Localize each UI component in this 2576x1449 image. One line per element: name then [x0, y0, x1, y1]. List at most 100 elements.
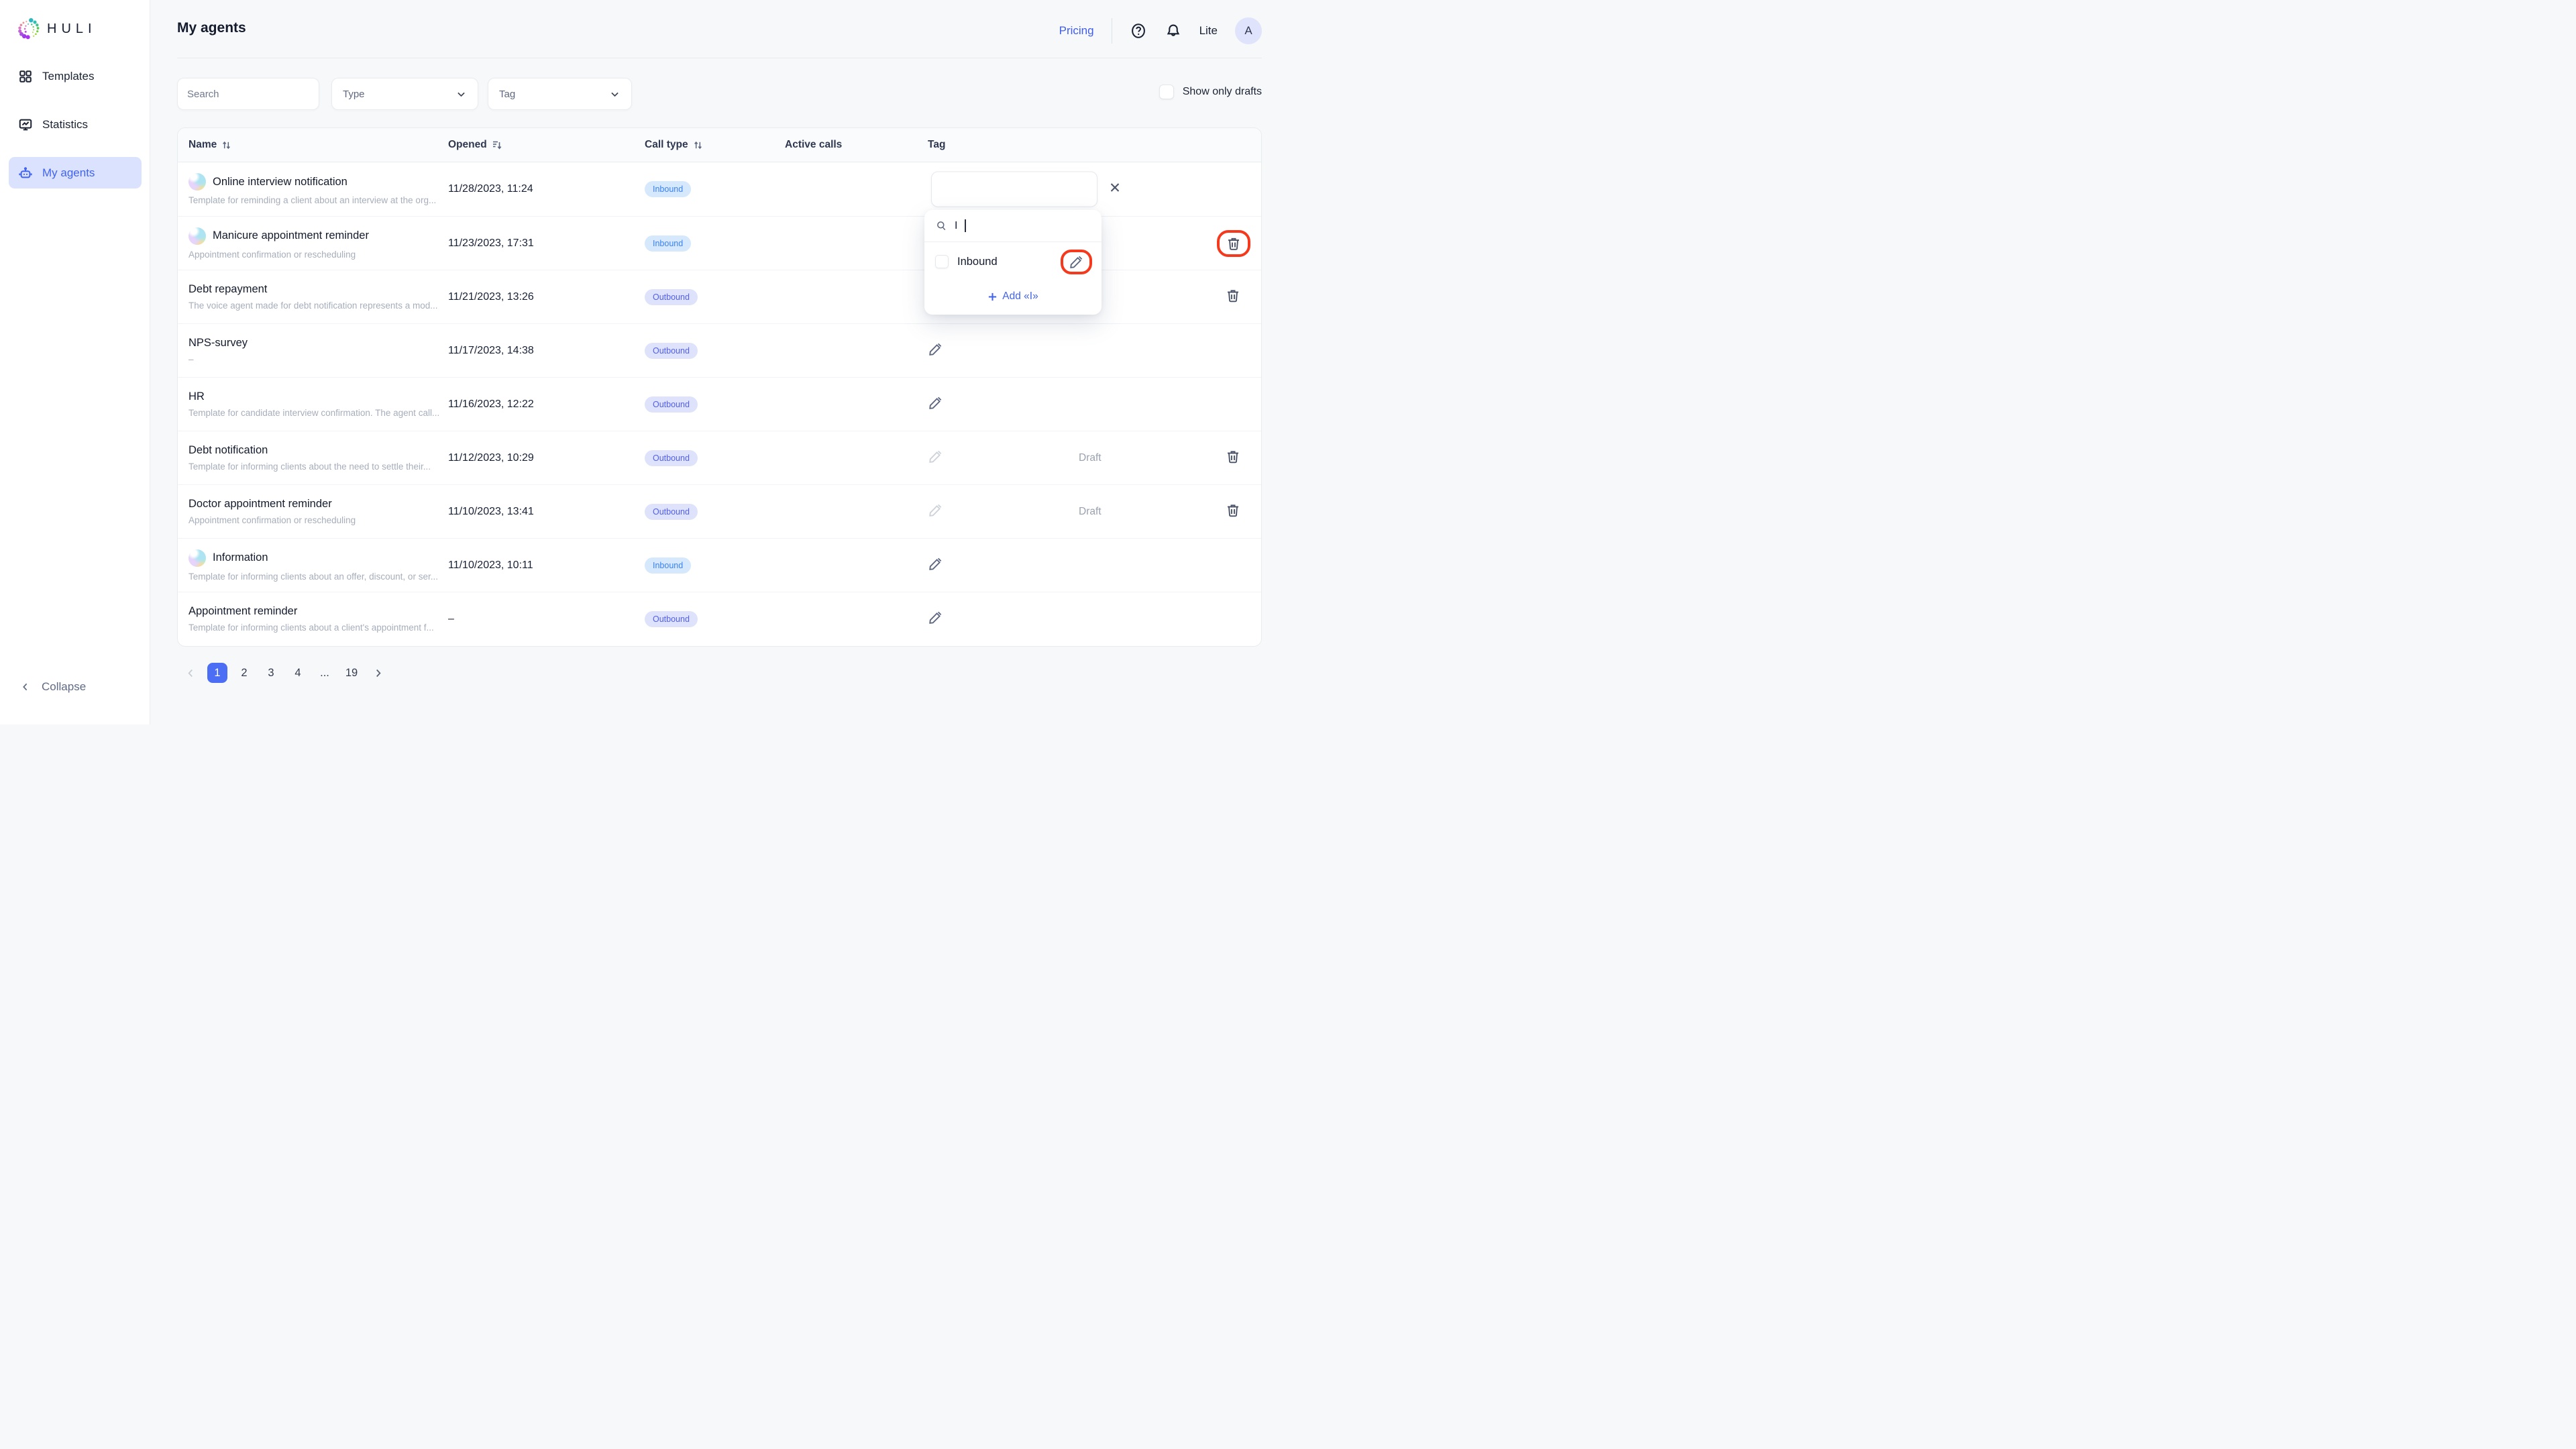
tag-option-inbound[interactable]: Inbound — [924, 242, 1102, 281]
delete-agent-button[interactable] — [1217, 229, 1250, 257]
sidebar-item-my-agents[interactable]: My agents — [9, 157, 142, 189]
pencil-icon — [929, 343, 942, 356]
trash-icon — [1228, 450, 1238, 463]
notifications-button[interactable] — [1165, 22, 1182, 40]
agent-description: Appointment confirmation or rescheduling — [189, 249, 356, 260]
table-row[interactable]: Manicure appointment reminder Appointmen… — [178, 216, 1261, 270]
sidebar-item-label: Statistics — [42, 117, 89, 131]
page-button-2[interactable]: 2 — [241, 666, 248, 679]
column-header-tag: Tag — [928, 139, 1250, 151]
header-actions: Pricing Lite A — [1059, 17, 1262, 44]
trash-icon — [1228, 504, 1238, 517]
table-row[interactable]: Online interview notification Template f… — [178, 162, 1261, 216]
grid-icon — [19, 70, 32, 83]
agent-orb-icon — [189, 173, 206, 191]
tag-cell — [928, 217, 1250, 270]
edit-tag-button[interactable] — [928, 610, 943, 629]
page-button-19[interactable]: 19 — [345, 666, 358, 679]
delete-agent-button[interactable] — [1225, 448, 1241, 468]
tag-option-checkbox[interactable] — [935, 255, 949, 268]
call-type-badge: Outbound — [645, 288, 698, 305]
plan-badge[interactable]: Lite — [1199, 24, 1218, 37]
table-row[interactable]: HR Template for candidate interview conf… — [178, 377, 1261, 431]
avatar[interactable]: A — [1235, 17, 1262, 44]
page-button-4[interactable]: 4 — [294, 666, 301, 679]
agent-description: Appointment confirmation or rescheduling — [189, 515, 356, 525]
pencil-icon — [1070, 256, 1083, 268]
close-tag-editor-button[interactable] — [1108, 181, 1122, 198]
pencil-icon — [929, 450, 942, 463]
search-icon — [937, 221, 946, 231]
call-type-cell: Outbound — [645, 610, 785, 627]
help-button[interactable] — [1130, 22, 1147, 40]
add-tag-button[interactable]: Add «I» — [924, 281, 1102, 312]
column-header-name[interactable]: Name — [189, 139, 448, 151]
agent-description: Template for informing clients about the… — [189, 462, 431, 472]
table-row[interactable]: Doctor appointment reminder Appointment … — [178, 484, 1261, 538]
call-type-badge: Outbound — [645, 610, 698, 627]
brand-name: HULI — [47, 21, 97, 36]
sort-descending-icon — [492, 141, 502, 150]
call-type-badge: Outbound — [645, 449, 698, 466]
column-header-call-type[interactable]: Call type — [645, 139, 785, 151]
page-button-1[interactable]: 1 — [207, 663, 227, 683]
table-row[interactable]: Information Template for informing clien… — [178, 538, 1261, 592]
pricing-link[interactable]: Pricing — [1059, 24, 1094, 37]
tag-input[interactable] — [931, 171, 1097, 207]
search-box[interactable] — [177, 78, 321, 110]
table-row[interactable]: Appointment reminder Template for inform… — [178, 592, 1261, 645]
page-title: My agents — [177, 20, 246, 36]
edit-tag-button[interactable] — [928, 395, 943, 414]
previous-page-button[interactable] — [181, 667, 201, 679]
edit-tag-annotated-button[interactable] — [1061, 249, 1092, 274]
opened-date: 11/28/2023, 11:24 — [448, 183, 533, 195]
opened-date: – — [448, 612, 454, 625]
edit-tag-button[interactable] — [928, 556, 943, 575]
edit-tag-button[interactable] — [928, 449, 943, 468]
opened-date: 11/10/2023, 10:11 — [448, 559, 533, 571]
drafts-checkbox[interactable] — [1159, 85, 1174, 99]
search-input[interactable] — [187, 88, 321, 100]
call-type-badge: Inbound — [645, 557, 692, 574]
edit-tag-button[interactable] — [928, 502, 943, 521]
tag-cell — [928, 539, 1250, 592]
pencil-icon — [929, 504, 942, 517]
tag-search-value[interactable]: I — [955, 219, 958, 231]
tag-filter-dropdown[interactable]: Tag — [488, 78, 632, 110]
edit-tag-button[interactable] — [928, 341, 943, 360]
call-type-cell: Inbound — [645, 235, 785, 252]
tag-cell — [928, 162, 1250, 216]
tag-search-row[interactable]: I — [924, 210, 1102, 242]
delete-agent-button[interactable] — [1225, 287, 1241, 307]
agent-description: – — [189, 354, 194, 364]
active-calls-cell — [785, 506, 928, 518]
agent-description: Template for reminding a client about an… — [189, 195, 437, 205]
text-cursor — [965, 219, 967, 232]
collapse-button[interactable]: Collapse — [20, 680, 86, 694]
agents-table: Name Opened Call type — [177, 127, 1262, 647]
agent-name: Online interview notification — [213, 175, 347, 188]
agent-description: The voice agent made for debt notificati… — [189, 301, 438, 311]
show-only-drafts: Show only drafts — [1159, 85, 1262, 99]
delete-agent-button[interactable] — [1225, 502, 1241, 521]
sidebar-item-templates[interactable]: Templates — [9, 60, 142, 92]
call-type-cell: Outbound — [645, 449, 785, 466]
column-header-opened[interactable]: Opened — [448, 139, 645, 151]
chevron-left-icon — [23, 683, 28, 691]
sidebar-item-label: Templates — [42, 69, 95, 83]
pencil-icon — [929, 557, 942, 570]
page-button-3[interactable]: 3 — [268, 666, 274, 679]
table-row[interactable]: NPS-survey – 11/17/2023, 14:38 Outbound — [178, 323, 1261, 377]
active-calls-cell — [785, 613, 928, 625]
agent-name: Appointment reminder — [189, 605, 298, 617]
table-row[interactable]: Debt repayment The voice agent made for … — [178, 270, 1261, 323]
active-calls-cell — [785, 345, 928, 357]
type-filter-dropdown[interactable]: Type — [331, 78, 478, 110]
sidebar-item-statistics[interactable]: Statistics — [9, 109, 142, 140]
add-tag-label: Add «I» — [1002, 290, 1038, 302]
pencil-icon — [929, 396, 942, 409]
next-page-button[interactable] — [368, 667, 388, 679]
sort-updown-icon — [694, 141, 702, 149]
table-row[interactable]: Debt notification Template for informing… — [178, 431, 1261, 484]
trash-icon — [1228, 237, 1239, 250]
